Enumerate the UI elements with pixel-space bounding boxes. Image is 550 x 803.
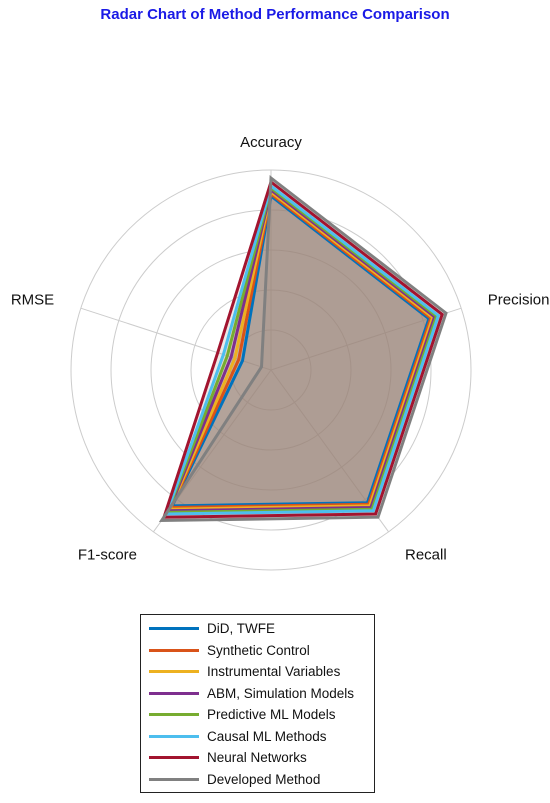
legend-label: Neural Networks [207,750,307,766]
series-line-6 [164,183,441,516]
legend-swatch [149,734,199,738]
series-line-3 [167,189,435,511]
series-line-5 [165,185,439,514]
legend-swatch [149,648,199,652]
series-area-2 [171,194,431,508]
radar-fill-layer [161,178,446,521]
axis-label-accuracy: Accuracy [240,134,302,151]
legend-label: Developed Method [207,771,321,787]
series-area-8 [161,178,446,521]
legend-item: ABM, Simulation Models [141,683,374,705]
series-line-8 [158,175,448,523]
legend-swatch [149,756,199,760]
axis-label-precision: Precision [488,292,550,309]
series-line-7 [161,179,444,519]
legend-swatch [149,777,199,781]
legend-swatch [149,691,199,695]
axis-label-recall: Recall [405,547,447,564]
series-line-2 [168,191,433,510]
legend-item: Neural Networks [141,747,374,769]
legend-label: Causal ML Methods [207,728,327,744]
radar-series-layer [158,175,448,523]
legend-label: Synthetic Control [207,642,310,658]
series-line-1 [169,193,431,508]
series-area-1 [172,196,429,506]
legend-label: DiD, TWFE [207,621,275,637]
series-line-4 [166,187,437,513]
legend-swatch [149,713,199,717]
legend-label: ABM, Simulation Models [207,685,355,701]
legend-label: Predictive ML Models [207,707,336,723]
radar-chart: Accuracy Precision Recall F1-score RMSE [11,134,550,571]
axis-label-rmse: RMSE [11,292,54,309]
legend-item: Predictive ML Models [141,704,374,726]
legend-item: Developed Method [141,769,374,791]
legend-item: Instrumental Variables [141,661,374,683]
radar-axis-labels: Accuracy Precision Recall F1-score RMSE [11,134,550,564]
legend-swatch [149,670,199,674]
legend-label: Instrumental Variables [207,664,341,680]
legend-item: Synthetic Control [141,640,374,662]
chart-title: Radar Chart of Method Performance Compar… [100,6,450,23]
legend-item: Causal ML Methods [141,726,374,748]
axis-label-f1-score: F1-score [78,547,137,564]
legend: DiD, TWFE Synthetic Control Instrumental V… [140,614,375,793]
legend-item: DiD, TWFE [141,618,374,640]
legend-swatch [149,627,199,631]
